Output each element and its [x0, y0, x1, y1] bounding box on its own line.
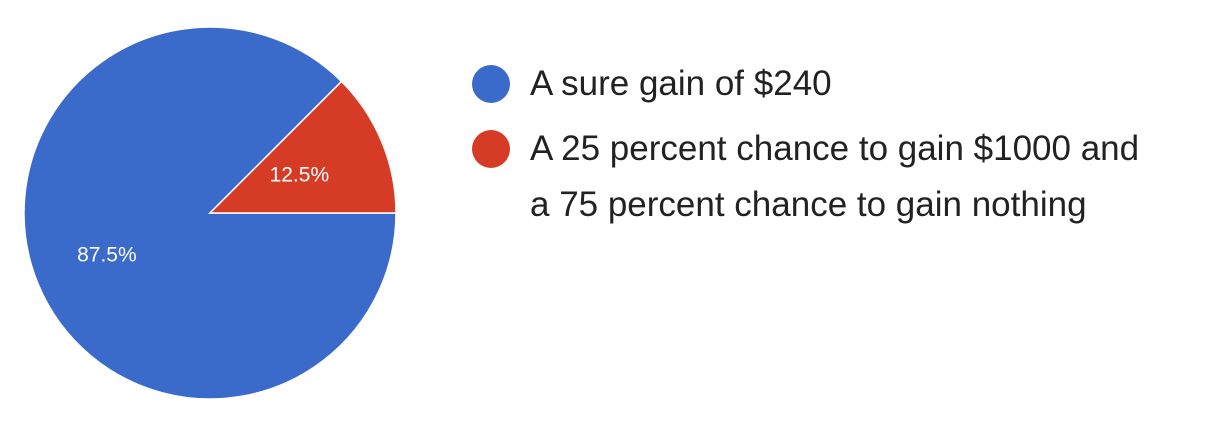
legend-label-2: A 25 percent chance to gain $1000 and a …	[530, 129, 1140, 224]
legend-label-1: A sure gain of $240	[530, 64, 832, 103]
pie-slice-1	[23, 26, 397, 400]
slice-label-1: 87.5%	[77, 243, 137, 266]
legend-item-2: A 25 percent chance to gain $1000 and a …	[472, 121, 1172, 233]
slice-label-2: 12.5%	[270, 164, 330, 187]
legend-swatch-2	[472, 130, 510, 168]
legend-swatch-1	[472, 65, 510, 103]
pie-plot-area: 87.5% 12.5%	[23, 26, 397, 400]
pie-slice-2	[208, 80, 397, 214]
legend: A sure gain of $240 A 25 percent chance t…	[472, 56, 1172, 242]
legend-item-1: A sure gain of $240	[472, 56, 1172, 112]
